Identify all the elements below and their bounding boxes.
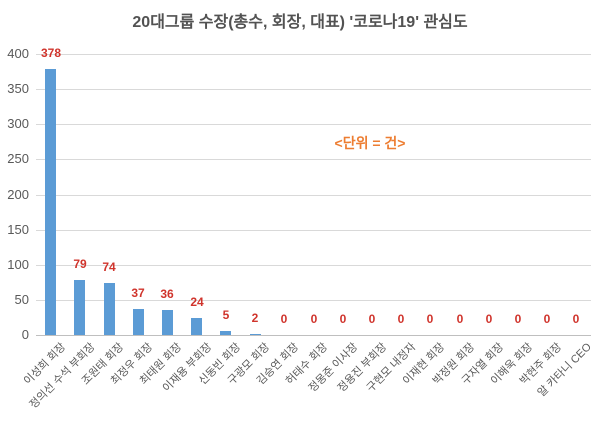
bar-value-label: 0 [310,312,318,326]
bar [250,334,261,335]
gridline [36,265,591,266]
bar-value-label: 0 [426,312,434,326]
y-tick-label: 50 [14,292,29,307]
y-tick-label: 350 [7,81,29,96]
bar [74,280,85,335]
y-tick-label: 250 [7,151,29,166]
gridline [36,124,591,125]
bar-value-label: 0 [572,312,580,326]
bar-value-label: 24 [190,295,204,309]
bar-value-label: 0 [280,312,288,326]
y-tick-label: 100 [7,257,29,272]
bar-value-label: 0 [543,312,551,326]
bar-value-label: 0 [456,312,464,326]
bar-value-label: 0 [485,312,493,326]
bar [220,331,231,335]
bar [133,309,144,335]
bar [104,283,115,335]
gridline [36,159,591,160]
bar-value-label: 36 [160,287,174,301]
bar [162,310,173,335]
y-tick-label: 300 [7,116,29,131]
bar-value-label: 74 [102,260,116,274]
bar-value-label: 79 [73,257,87,271]
bar-value-label: 378 [40,46,62,60]
bar [45,69,56,335]
chart-title: 20대그룹 수장(총수, 회장, 대표) '코로나19' 관심도 [132,14,468,31]
bar-value-label: 0 [514,312,522,326]
y-tick-label: 150 [7,222,29,237]
x-axis-line [36,335,591,336]
gridline [36,230,591,231]
gridline [36,54,591,55]
bar [191,318,202,335]
bar-value-label: 0 [397,312,405,326]
gridline [36,89,591,90]
bar-value-label: 2 [251,311,259,325]
unit-annotation: <단위 = 건> [334,135,406,151]
y-tick-label: 400 [7,46,29,61]
bar-value-label: 0 [339,312,347,326]
bar-value-label: 0 [368,312,376,326]
y-tick-label: 200 [7,187,29,202]
gridline [36,300,591,301]
y-tick-label: 0 [21,327,29,342]
bar-value-label: 37 [131,286,145,300]
bar-value-label: 5 [222,308,230,322]
gridline [36,195,591,196]
